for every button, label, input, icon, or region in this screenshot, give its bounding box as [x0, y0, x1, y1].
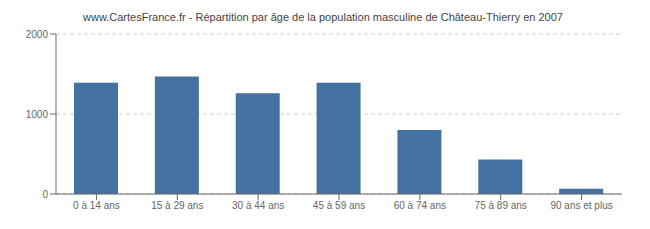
svg-text:30 à 44 ans: 30 à 44 ans	[232, 200, 284, 211]
svg-text:0: 0	[42, 189, 48, 200]
svg-text:45 à 59 ans: 45 à 59 ans	[313, 200, 365, 211]
svg-text:75 à 89 ans: 75 à 89 ans	[475, 200, 527, 211]
svg-text:60 à 74 ans: 60 à 74 ans	[394, 200, 446, 211]
svg-text:90 ans et plus: 90 ans et plus	[550, 200, 612, 211]
html-text:www.CartesFrance.fr - Répartit: www.CartesFrance.fr - Répartition par âg…	[83, 11, 563, 23]
svg-text:0 à 14 ans: 0 à 14 ans	[73, 200, 120, 211]
svg-text:15 à 29 ans: 15 à 29 ans	[151, 200, 203, 211]
svg-text:1000: 1000	[26, 109, 49, 120]
svg-text:2000: 2000	[26, 29, 49, 40]
